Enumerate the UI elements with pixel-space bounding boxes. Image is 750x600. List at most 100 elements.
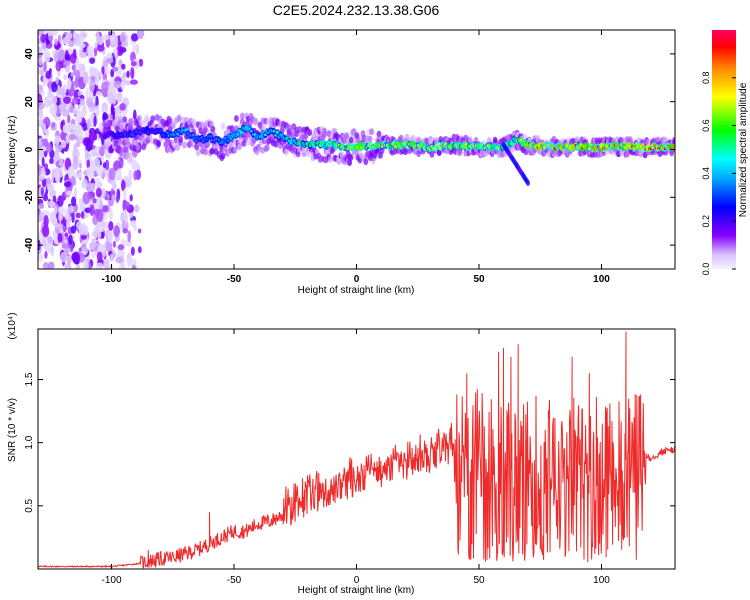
- ridge-halo: [328, 156, 333, 164]
- noise-blob: [42, 237, 47, 248]
- noise-blob: [133, 170, 138, 181]
- noise-blob: [105, 159, 110, 171]
- ridge-halo: [619, 136, 624, 144]
- noise-blob: [64, 124, 71, 134]
- noise-blob: [96, 196, 101, 206]
- ridge-halo: [116, 147, 122, 155]
- noise-blob: [108, 209, 114, 220]
- noise-blob: [49, 104, 56, 116]
- noise-blob: [54, 136, 59, 142]
- noise-blob: [63, 74, 68, 81]
- ridge-halo: [220, 152, 226, 160]
- noise-blob: [42, 262, 49, 269]
- noise-blob: [116, 168, 122, 181]
- noise-blob: [66, 255, 73, 264]
- noise-blob: [103, 102, 108, 111]
- ridge-core: [510, 141, 514, 145]
- noise-blob: [89, 57, 96, 64]
- noise-blob: [73, 143, 78, 156]
- colorbar-tick-label: 0.6: [701, 119, 711, 132]
- ridge-core: [272, 129, 276, 133]
- noise-blob: [95, 187, 102, 198]
- noise-blob: [81, 234, 87, 240]
- ridge-halo: [163, 141, 169, 148]
- noise-blob: [72, 251, 81, 265]
- ridge-halo: [638, 150, 644, 158]
- noise-blob: [106, 193, 111, 201]
- noise-blob: [38, 57, 43, 66]
- noise-blob: [75, 57, 80, 70]
- snr-y-axis-label: SNR (10 * v/v): [7, 398, 18, 462]
- ridge-halo: [182, 141, 188, 149]
- noise-blob: [101, 81, 109, 94]
- noise-blob: [90, 182, 96, 193]
- ridge-halo: [307, 129, 313, 136]
- noise-blob: [111, 194, 116, 202]
- noise-blob: [101, 66, 105, 75]
- ridge-halo: [122, 116, 128, 123]
- noise-blob: [51, 81, 58, 93]
- ridge-halo: [522, 133, 527, 141]
- noise-blob: [53, 232, 58, 244]
- noise-blob: [104, 167, 110, 177]
- noise-blob: [107, 92, 114, 105]
- ridge-halo: [175, 144, 181, 151]
- noise-blob: [123, 175, 129, 182]
- ridge-halo: [344, 132, 350, 140]
- noise-blob: [128, 258, 137, 267]
- noise-blob: [47, 261, 55, 269]
- y-tick-label: 0: [24, 146, 35, 152]
- noise-blob: [43, 61, 47, 73]
- noise-blob: [40, 186, 44, 197]
- noise-blob: [45, 70, 52, 80]
- noise-blob: [71, 196, 77, 207]
- ridge-halo: [438, 136, 444, 143]
- noise-blob: [88, 91, 92, 100]
- noise-blob: [119, 103, 126, 111]
- noise-blob: [38, 163, 42, 176]
- noise-blob: [110, 103, 115, 116]
- colorbar-tick-label: 0.4: [701, 167, 711, 180]
- noise-blob: [121, 41, 129, 48]
- noise-blob: [112, 240, 116, 248]
- noise-blob: [44, 252, 48, 258]
- noise-blob: [108, 236, 112, 244]
- ridge-halo: [429, 151, 435, 158]
- noise-blob: [97, 225, 105, 232]
- ridge-halo: [229, 125, 235, 132]
- noise-blob: [97, 243, 106, 253]
- noise-blob: [111, 66, 119, 72]
- ridge-halo: [287, 124, 292, 132]
- noise-blob: [88, 132, 95, 145]
- y-tick-label: 1.5: [24, 372, 35, 386]
- ridge-core: [240, 130, 243, 134]
- figure-title: C2E5.2024.232.13.38.G06: [273, 2, 440, 18]
- ridge-halo: [348, 154, 354, 161]
- noise-blob: [38, 231, 41, 243]
- x-tick-label: -50: [227, 575, 242, 586]
- noise-blob: [69, 53, 78, 64]
- y-tick-label: 20: [24, 96, 35, 108]
- noise-blob: [114, 35, 119, 48]
- ridge-halo: [347, 159, 352, 167]
- noise-blob: [47, 200, 56, 207]
- noise-blob: [106, 230, 113, 239]
- x-tick-label: 0: [354, 274, 360, 285]
- noise-blob: [96, 251, 103, 262]
- ridge-halo: [322, 127, 327, 135]
- noise-blob: [50, 121, 56, 128]
- snr-y-ticks: 0.5 1.0 1.5: [24, 372, 675, 513]
- noise-blob: [113, 225, 120, 238]
- ridge-halo: [273, 140, 279, 148]
- noise-blob: [73, 187, 78, 198]
- snr-line: [38, 331, 675, 569]
- noise-blob: [102, 34, 110, 41]
- noise-blob: [44, 50, 51, 63]
- ridge-halo: [348, 136, 354, 144]
- noise-blob: [39, 69, 45, 76]
- noise-blob: [49, 158, 54, 164]
- noise-blob: [128, 169, 133, 181]
- noise-blob: [72, 154, 78, 164]
- ridge-halo: [119, 122, 125, 130]
- noise-blob: [65, 134, 70, 144]
